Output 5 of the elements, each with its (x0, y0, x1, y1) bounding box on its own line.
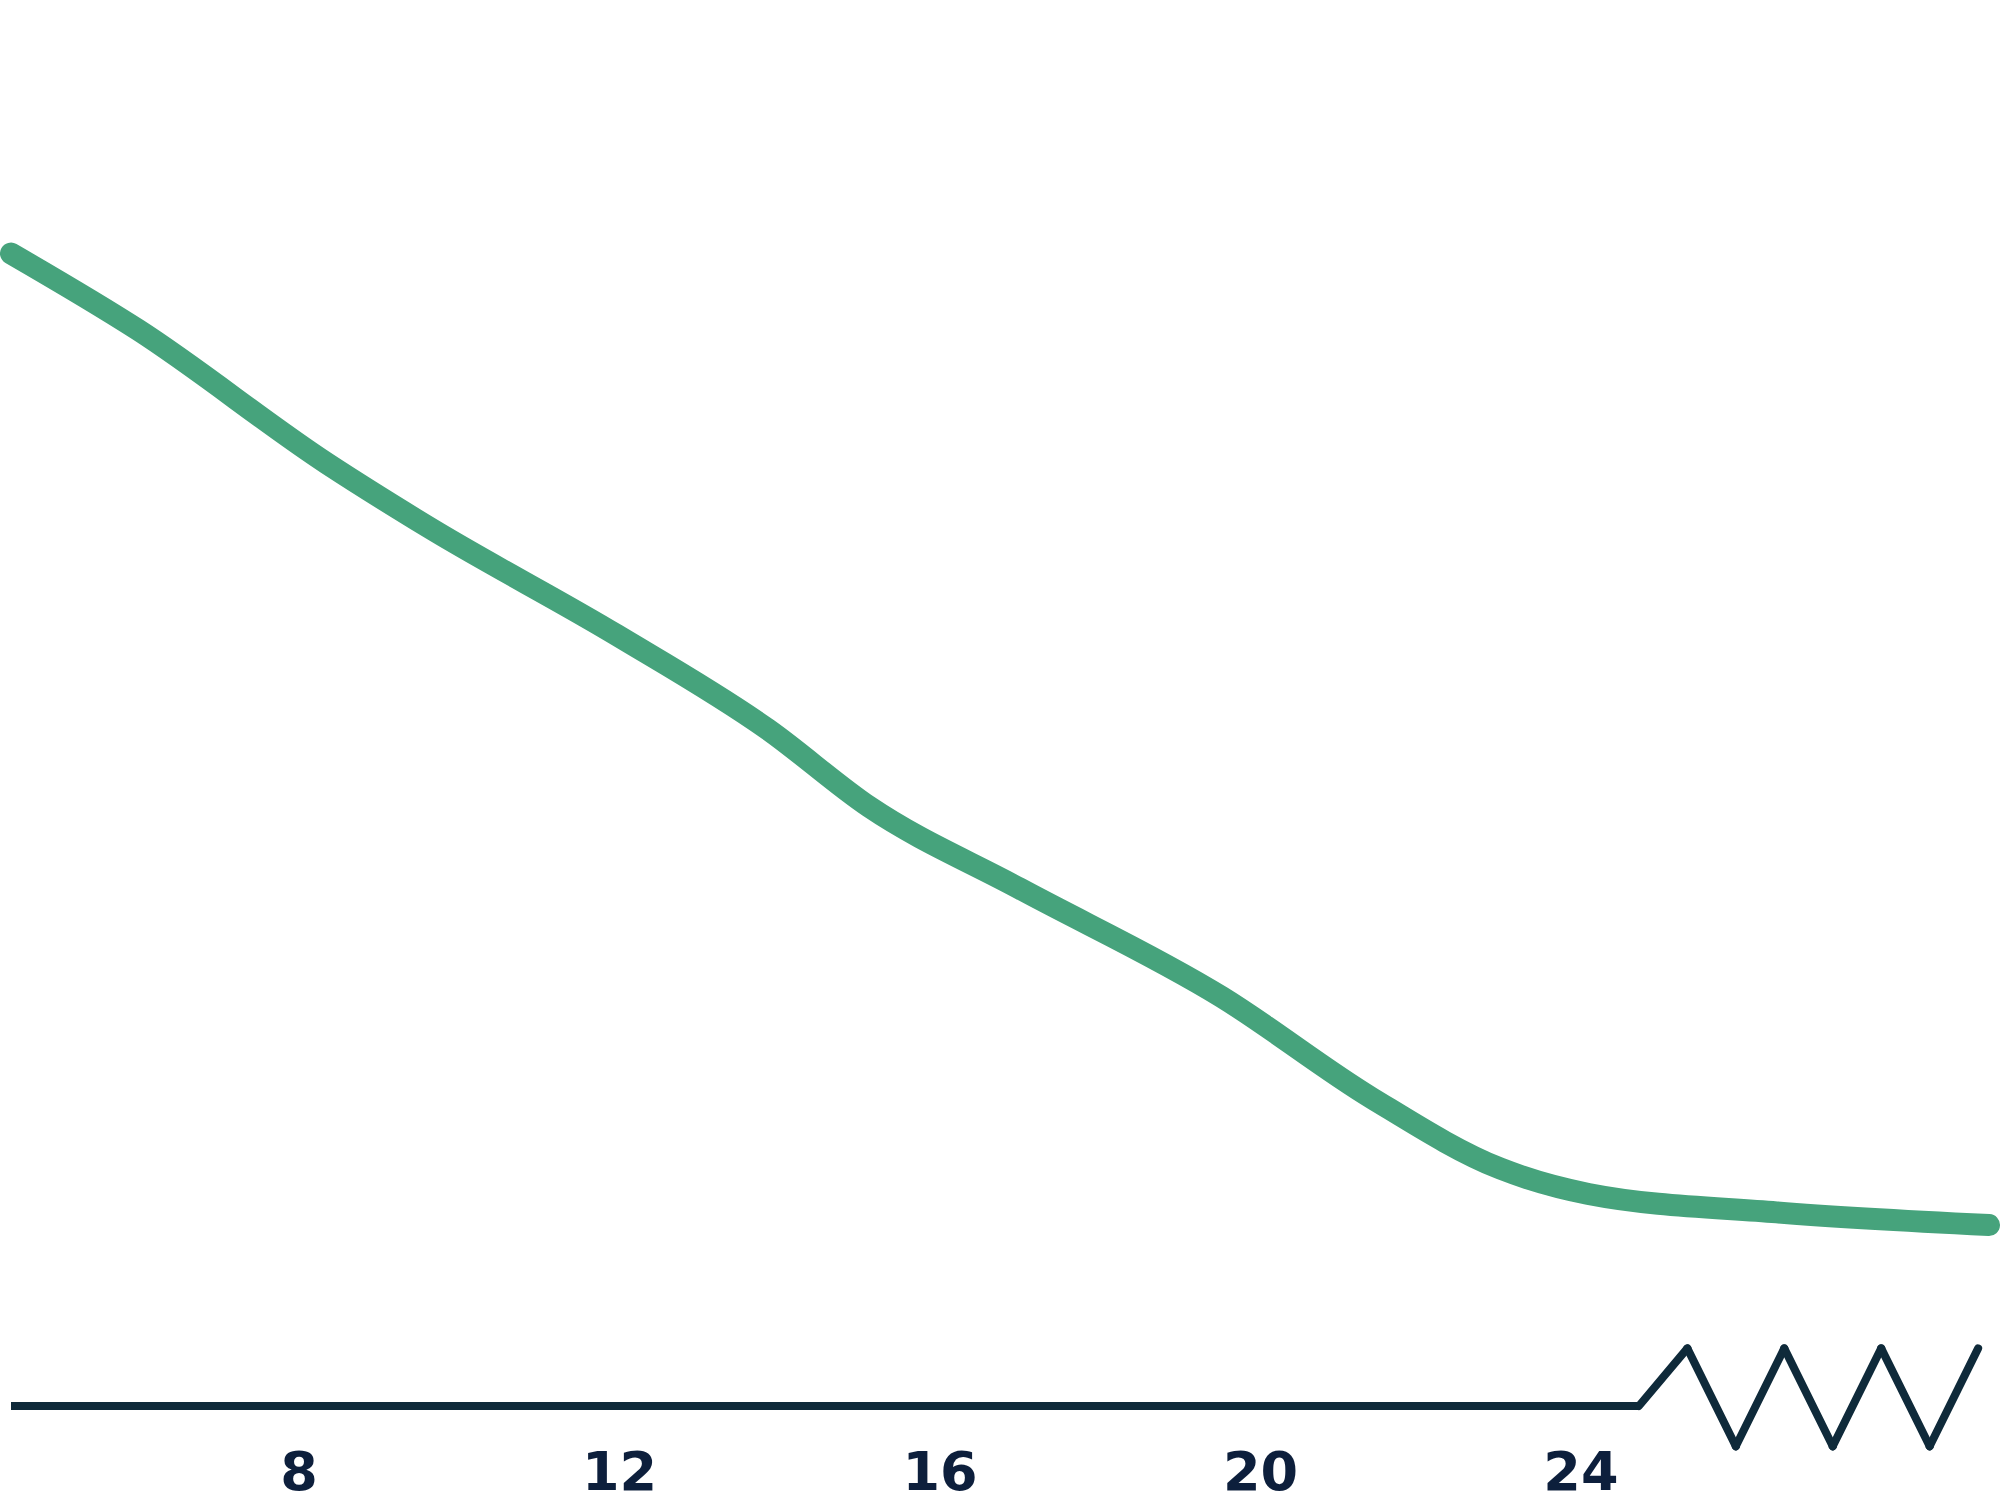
x-tick-label: 12 (581, 1439, 658, 1500)
x-tick-label: 24 (1543, 1439, 1619, 1500)
x-tick-label: 16 (902, 1439, 978, 1500)
x-tick-label: 20 (1222, 1439, 1299, 1500)
x-tick-label: 8 (280, 1439, 318, 1500)
